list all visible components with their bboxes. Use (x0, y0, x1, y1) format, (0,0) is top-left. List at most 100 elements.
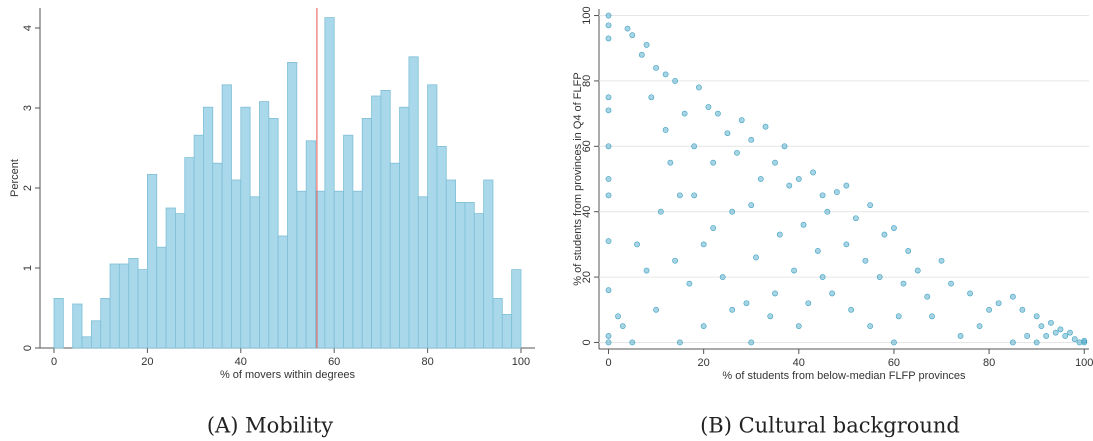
y-tick-label: 4 (22, 25, 34, 31)
point (891, 225, 897, 231)
point (605, 287, 612, 294)
point (619, 323, 626, 330)
bar (249, 196, 260, 349)
bar (175, 213, 186, 349)
bar (436, 145, 447, 349)
point (729, 208, 736, 215)
point (629, 339, 636, 346)
point (696, 84, 702, 91)
bar (259, 101, 270, 349)
bar (53, 297, 64, 349)
y-tick-label: 2 (22, 185, 34, 191)
bar (389, 162, 400, 349)
point (824, 208, 831, 215)
x-axis-label: % of movers within degrees (220, 369, 356, 381)
point (986, 306, 992, 313)
x-tick-label: 40 (793, 357, 805, 369)
x-tick-label: 100 (512, 356, 530, 368)
point (900, 280, 907, 287)
x-tick-label: 80 (421, 356, 433, 368)
point (862, 257, 869, 264)
bar (231, 179, 242, 349)
point (786, 182, 793, 189)
bar (287, 62, 298, 349)
point (929, 313, 935, 320)
point (1062, 333, 1069, 339)
point (1081, 339, 1088, 346)
point (605, 94, 612, 101)
point (814, 248, 821, 254)
point (667, 159, 674, 166)
point (819, 274, 826, 280)
point (748, 339, 755, 346)
point (605, 12, 612, 19)
bar (455, 201, 466, 349)
point (1081, 337, 1088, 344)
x-tick-label: 100 (1075, 357, 1093, 369)
bar (464, 201, 475, 349)
point (1048, 319, 1054, 326)
y-tick-label: 3 (22, 105, 34, 111)
point (829, 290, 836, 297)
point (700, 323, 707, 330)
point (914, 267, 921, 274)
bar (352, 190, 363, 349)
bar (324, 17, 335, 349)
bar (427, 84, 438, 349)
bar (343, 134, 354, 349)
point (1043, 333, 1050, 339)
y-axis-label: Percent (9, 159, 21, 197)
bar (240, 106, 251, 349)
point (781, 143, 788, 150)
bar (72, 303, 83, 349)
bar (147, 173, 158, 349)
caption: (B) Cultural background (700, 414, 960, 438)
point (772, 159, 778, 166)
point (819, 192, 826, 199)
point (634, 241, 640, 248)
point (1024, 333, 1031, 339)
point (605, 176, 612, 182)
x-tick-label: 0 (51, 356, 57, 368)
point (738, 117, 745, 124)
point (638, 51, 645, 58)
bar (118, 263, 130, 349)
point (662, 71, 669, 78)
bar (277, 235, 288, 349)
bar (408, 56, 419, 349)
caption: (A) Mobility (207, 414, 333, 438)
bar (417, 196, 428, 349)
point (1076, 339, 1083, 346)
point (605, 35, 612, 42)
y-tick-label: 40 (581, 206, 593, 218)
x-axis-label: % of students from below-median FLFP pro… (722, 370, 966, 382)
bar (156, 246, 167, 349)
point (805, 300, 812, 307)
bar (483, 179, 494, 349)
point (605, 143, 612, 150)
bar (203, 106, 214, 349)
point (1033, 339, 1040, 346)
point (686, 280, 693, 287)
point (719, 274, 726, 280)
y-tick-label: 0 (22, 345, 34, 351)
point (710, 225, 717, 231)
bar (473, 213, 485, 349)
point (810, 169, 816, 176)
point (643, 267, 650, 274)
point (995, 300, 1002, 307)
point (895, 313, 902, 320)
point (691, 192, 698, 199)
point (891, 339, 897, 346)
bar (90, 320, 102, 349)
point (615, 313, 621, 320)
y-tick-label: 0 (581, 339, 593, 345)
y-tick-label: 100 (581, 6, 593, 24)
point (876, 274, 883, 280)
bar (305, 140, 316, 349)
point (724, 130, 731, 137)
point (757, 176, 764, 182)
point (1052, 329, 1059, 336)
bar (165, 207, 176, 349)
